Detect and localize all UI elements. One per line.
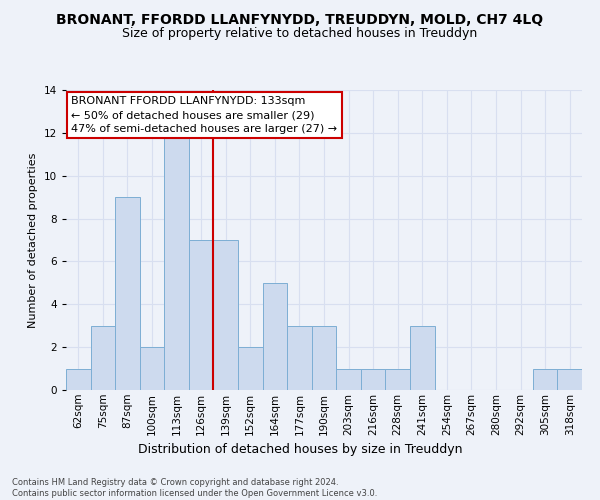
Text: BRONANT, FFORDD LLANFYNYDD, TREUDDYN, MOLD, CH7 4LQ: BRONANT, FFORDD LLANFYNYDD, TREUDDYN, MO…	[56, 12, 544, 26]
Bar	[238, 347, 263, 390]
Text: Contains HM Land Registry data © Crown copyright and database right 2024.
Contai: Contains HM Land Registry data © Crown c…	[12, 478, 377, 498]
Bar	[557, 368, 582, 390]
Text: Size of property relative to detached houses in Treuddyn: Size of property relative to detached ho…	[122, 28, 478, 40]
Bar	[140, 347, 164, 390]
Bar	[336, 368, 361, 390]
Bar	[533, 368, 557, 390]
Bar	[385, 368, 410, 390]
Bar	[115, 197, 140, 390]
Bar	[214, 240, 238, 390]
Bar	[410, 326, 434, 390]
Bar	[287, 326, 312, 390]
Y-axis label: Number of detached properties: Number of detached properties	[28, 152, 38, 328]
Bar	[361, 368, 385, 390]
Bar	[263, 283, 287, 390]
Text: BRONANT FFORDD LLANFYNYDD: 133sqm
← 50% of detached houses are smaller (29)
47% : BRONANT FFORDD LLANFYNYDD: 133sqm ← 50% …	[71, 96, 337, 134]
Bar	[189, 240, 214, 390]
Bar	[91, 326, 115, 390]
Text: Distribution of detached houses by size in Treuddyn: Distribution of detached houses by size …	[138, 442, 462, 456]
Bar	[312, 326, 336, 390]
Bar	[164, 133, 189, 390]
Bar	[66, 368, 91, 390]
